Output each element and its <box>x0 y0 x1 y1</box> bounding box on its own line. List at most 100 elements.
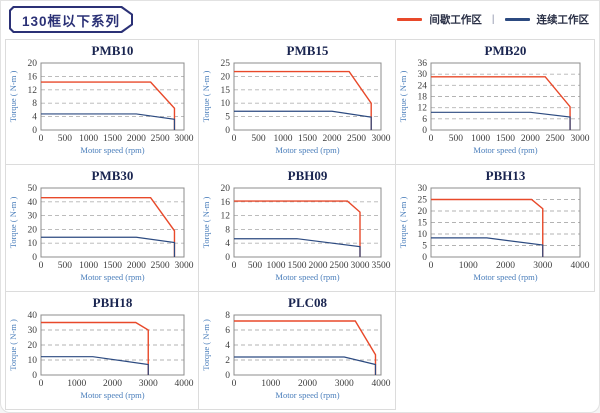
x-tick-label: 2000 <box>309 261 328 271</box>
x-axis-label: Motor speed (rpm) <box>275 145 339 155</box>
y-tick-label: 10 <box>28 239 38 249</box>
x-axis-label: Motor speed (rpm) <box>473 272 537 282</box>
y-axis-label: Torque ( N-m ) <box>201 71 211 123</box>
y-tick-label: 15 <box>418 219 428 229</box>
chart-title: PBH13 <box>486 168 526 183</box>
plot-frame <box>233 187 382 258</box>
plot-frame <box>233 62 382 131</box>
x-tick-label: 3000 <box>175 261 194 271</box>
y-tick-label: 10 <box>28 356 38 366</box>
x-tick-label: 2500 <box>546 134 565 144</box>
y-tick-label: 6 <box>225 326 230 336</box>
x-tick-label: 1000 <box>79 134 98 144</box>
x-tick-label: 3000 <box>335 379 354 389</box>
x-tick-label: 500 <box>449 134 464 144</box>
chart-canvas: 0 4 8 12 16 20 0 500 1000 1500 2000 2500 3000 3500 PBH… <box>201 168 391 282</box>
x-tick-label: 0 <box>429 261 434 271</box>
y-tick-label: 6 <box>422 115 427 125</box>
x-tick-label: 1500 <box>298 134 317 144</box>
y-tick-label: 25 <box>418 196 428 206</box>
y-axis-label: Torque ( N-m ) <box>201 319 211 371</box>
x-tick-label: 1500 <box>288 261 307 271</box>
y-tick-label: 30 <box>28 326 38 336</box>
y-tick-label: 20 <box>221 72 231 82</box>
x-tick-label: 500 <box>248 261 263 271</box>
series-blue-line <box>234 238 361 257</box>
chart-title: PBH09 <box>288 168 328 183</box>
x-tick-label: 1000 <box>79 261 98 271</box>
chart-title: PMB15 <box>287 43 329 58</box>
x-tick-label: 1500 <box>103 134 122 144</box>
plot-frame <box>233 314 382 376</box>
chart-title: PBH18 <box>93 295 133 310</box>
y-tick-label: 20 <box>28 225 38 235</box>
x-axis-label: Motor speed (rpm) <box>80 145 144 155</box>
x-tick-label: 3000 <box>533 261 552 271</box>
y-tick-label: 12 <box>221 212 231 222</box>
x-tick-label: 2000 <box>521 134 540 144</box>
legend-item-continuous: 连续工作区 <box>504 12 589 27</box>
x-tick-label: 2000 <box>127 261 146 271</box>
legend-label-intermittent: 间歇工作区 <box>429 14 482 26</box>
y-tick-label: 15 <box>221 86 231 96</box>
y-tick-label: 0 <box>225 253 230 263</box>
x-tick-label: 2000 <box>127 134 146 144</box>
y-tick-label: 4 <box>225 341 230 351</box>
x-axis-label: Motor speed (rpm) <box>275 390 339 400</box>
y-axis-label: Torque ( N-m ) <box>8 319 18 371</box>
chart-grid: 0 4 8 12 16 20 0 500 1000 1500 2000 2500 3000 PMB10 To… <box>5 39 595 410</box>
y-axis-label: Torque ( N-m ) <box>8 71 18 123</box>
x-tick-label: 0 <box>39 261 44 271</box>
legend: 间歇工作区 | 连续工作区 <box>397 12 589 27</box>
chart-cell-pmb15: 0 5 10 15 20 25 0 500 1000 1500 2000 2500 3000 PMB15 T… <box>199 40 396 165</box>
chart-canvas: 0 10 20 30 40 0 1000 2000 3000 4000 PBH18 Torque ( … <box>8 295 194 400</box>
chart-canvas: 0 5 10 15 20 25 0 500 1000 1500 2000 2500 3000 PMB15 T… <box>201 43 391 155</box>
x-tick-label: 1000 <box>274 134 293 144</box>
y-tick-label: 16 <box>28 72 38 82</box>
y-tick-label: 5 <box>225 113 230 123</box>
chart-canvas: 0 4 8 12 16 20 0 500 1000 1500 2000 2500 3000 PMB10 To… <box>8 43 194 155</box>
series-blue-line <box>234 110 372 130</box>
x-tick-label: 3000 <box>571 134 590 144</box>
x-tick-label: 2500 <box>151 134 170 144</box>
y-tick-label: 30 <box>28 212 38 222</box>
chart-cell-pbh09: 0 4 8 12 16 20 0 500 1000 1500 2000 2500 3000 3500 PBH… <box>199 165 396 292</box>
x-tick-label: 3500 <box>372 261 391 271</box>
chart-cell-pmb30: 0 10 20 30 40 50 0 500 1000 1500 2000 2500 3000 PMB30… <box>6 165 199 292</box>
chart-title: PMB30 <box>92 168 134 183</box>
y-tick-label: 0 <box>32 371 37 381</box>
x-tick-label: 2000 <box>323 134 342 144</box>
legend-separator: | <box>491 14 495 25</box>
x-tick-label: 0 <box>232 134 237 144</box>
series-title: 130框以下系列 <box>21 13 121 29</box>
x-tick-label: 1500 <box>496 134 515 144</box>
x-tick-label: 500 <box>58 134 73 144</box>
y-tick-label: 20 <box>28 341 38 351</box>
y-tick-label: 5 <box>422 242 427 252</box>
x-axis-label: Motor speed (rpm) <box>275 272 339 282</box>
y-tick-label: 0 <box>422 126 427 136</box>
y-axis-label: Torque ( N-m ) <box>8 197 18 249</box>
x-tick-label: 2500 <box>151 261 170 271</box>
y-tick-label: 8 <box>225 311 230 321</box>
y-tick-label: 25 <box>221 59 231 69</box>
y-tick-label: 20 <box>221 184 231 194</box>
x-axis-label: Motor speed (rpm) <box>80 390 144 400</box>
x-tick-label: 4000 <box>175 379 194 389</box>
chart-title: PMB10 <box>92 43 134 58</box>
y-tick-label: 18 <box>418 93 428 103</box>
x-tick-label: 0 <box>39 379 44 389</box>
y-tick-label: 2 <box>225 356 230 366</box>
y-tick-label: 10 <box>418 230 428 240</box>
x-tick-label: 1000 <box>471 134 490 144</box>
series-blue-line <box>431 111 571 130</box>
y-tick-label: 0 <box>225 371 230 381</box>
x-tick-label: 3000 <box>351 261 370 271</box>
y-tick-label: 20 <box>418 207 428 217</box>
x-tick-label: 2000 <box>496 261 515 271</box>
x-tick-label: 1000 <box>261 379 280 389</box>
x-tick-label: 0 <box>232 379 237 389</box>
page-header: 130框以下系列 间歇工作区 | 连续工作区 <box>1 1 599 39</box>
